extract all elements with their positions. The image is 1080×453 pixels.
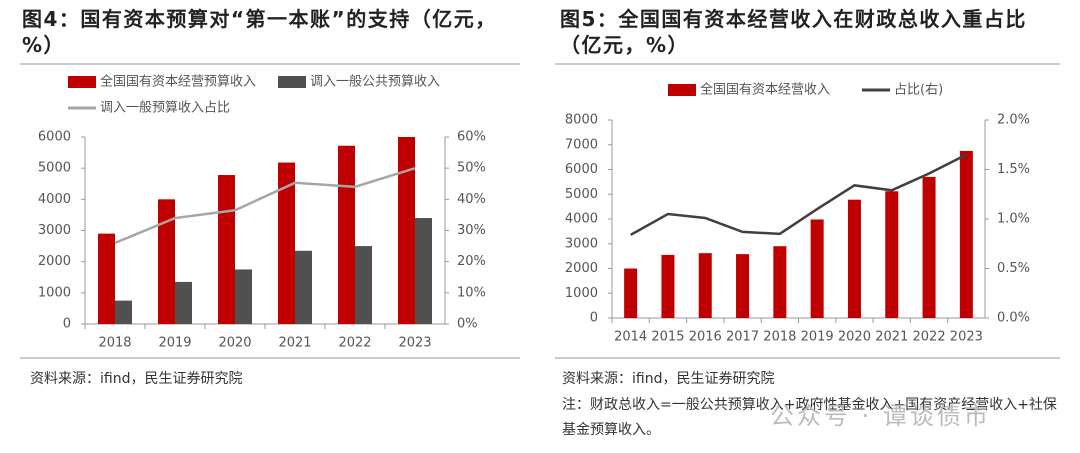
bar — [773, 246, 787, 318]
source: 资料来源：ifind，民生证券研究院 — [30, 371, 243, 387]
y2-tick-label: 10% — [457, 285, 486, 300]
x-tick-label: 2014 — [614, 330, 647, 345]
legend-swatch — [68, 76, 96, 88]
y-tick-label: 6000 — [38, 130, 71, 145]
y-tick-label: 0 — [63, 317, 71, 332]
x-tick-label: 2015 — [651, 330, 684, 345]
bar — [158, 199, 175, 324]
source: 资料来源：ifind，民生证券研究院 — [562, 371, 775, 387]
legend-label: 占比(右) — [894, 83, 943, 98]
y-tick-label: 7000 — [565, 137, 598, 152]
bar — [661, 254, 675, 318]
bar — [398, 137, 415, 324]
legend-label: 调入一般公共预算收入 — [310, 74, 440, 90]
y2-tick-label: 60% — [457, 130, 486, 145]
x-tick-label: 2023 — [950, 330, 983, 345]
bar — [736, 254, 750, 318]
x-tick-label: 2020 — [218, 336, 251, 351]
y-tick-label: 0 — [590, 311, 598, 326]
bar — [810, 219, 824, 318]
x-tick-label: 2021 — [278, 336, 311, 351]
x-tick-label: 2018 — [98, 336, 131, 351]
bar — [847, 199, 861, 318]
y-tick-label: 4000 — [38, 192, 71, 207]
bar — [922, 176, 936, 318]
x-tick-label: 2020 — [838, 330, 871, 345]
y-tick-label: 3000 — [565, 236, 598, 251]
bar — [338, 145, 355, 324]
y-tick-label: 5000 — [38, 161, 71, 176]
bar — [885, 191, 899, 318]
legend-swatch — [278, 76, 306, 88]
x-tick-label: 2018 — [763, 330, 796, 345]
x-tick-label: 2022 — [338, 336, 371, 351]
y-tick-label: 4000 — [565, 212, 598, 227]
legend-label: 全国国有资本经营预算收入 — [100, 74, 256, 90]
x-tick-label: 2022 — [913, 330, 946, 345]
y-tick-label: 1000 — [565, 286, 598, 301]
y-tick-label: 3000 — [38, 223, 71, 238]
bar — [98, 233, 115, 324]
bar — [218, 175, 235, 324]
y-tick-label: 1000 — [38, 285, 71, 300]
y2-tick-label: 0.5% — [997, 261, 1030, 276]
x-tick-label: 2019 — [158, 336, 191, 351]
legend-label: 全国国有资本经营收入 — [700, 82, 830, 98]
bar — [959, 150, 973, 318]
y2-tick-label: 1.0% — [997, 212, 1030, 227]
line — [630, 153, 967, 236]
y-tick-label: 2000 — [38, 254, 71, 269]
y-tick-label: 5000 — [565, 187, 598, 202]
chart-title: 图5：全国国有资本经营收入在财政总收入重占比（亿元，%） — [560, 7, 1027, 57]
bar — [415, 218, 432, 324]
y2-tick-label: 50% — [457, 161, 486, 176]
y-tick-label: 6000 — [565, 162, 598, 177]
bar — [295, 250, 312, 324]
y2-tick-label: 0% — [457, 317, 478, 332]
bar — [235, 269, 252, 324]
x-tick-label: 2019 — [801, 330, 834, 345]
legend-swatch — [668, 84, 696, 96]
y2-tick-label: 2.0% — [997, 113, 1030, 128]
x-tick-label: 2023 — [398, 336, 431, 351]
x-tick-label: 2016 — [689, 330, 722, 345]
x-tick-label: 2017 — [726, 330, 759, 345]
bar — [355, 246, 372, 324]
bar — [175, 281, 192, 324]
watermark: 公众号 · 谭谈债市 — [770, 402, 991, 430]
bar — [698, 253, 712, 318]
y2-tick-label: 30% — [457, 223, 486, 238]
note: 注：财政总收入=一般公共预算收入+政府性基金收入+国有资产经营收入+社保基金预算… — [562, 397, 1057, 438]
y2-tick-label: 40% — [457, 192, 486, 207]
y2-tick-label: 1.5% — [997, 162, 1030, 177]
line — [114, 166, 416, 245]
y2-tick-label: 0.0% — [997, 311, 1030, 326]
bar — [278, 162, 295, 324]
bar — [115, 300, 132, 324]
bar — [624, 268, 638, 318]
legend-label: 调入一般预算收入占比 — [100, 100, 230, 116]
y-tick-label: 2000 — [565, 261, 598, 276]
y2-tick-label: 20% — [457, 254, 486, 269]
y-tick-label: 8000 — [565, 113, 598, 128]
x-tick-label: 2021 — [875, 330, 908, 345]
chart-title: 图4：国有资本预算对“第一本账”的支持（亿元，%） — [22, 7, 497, 57]
